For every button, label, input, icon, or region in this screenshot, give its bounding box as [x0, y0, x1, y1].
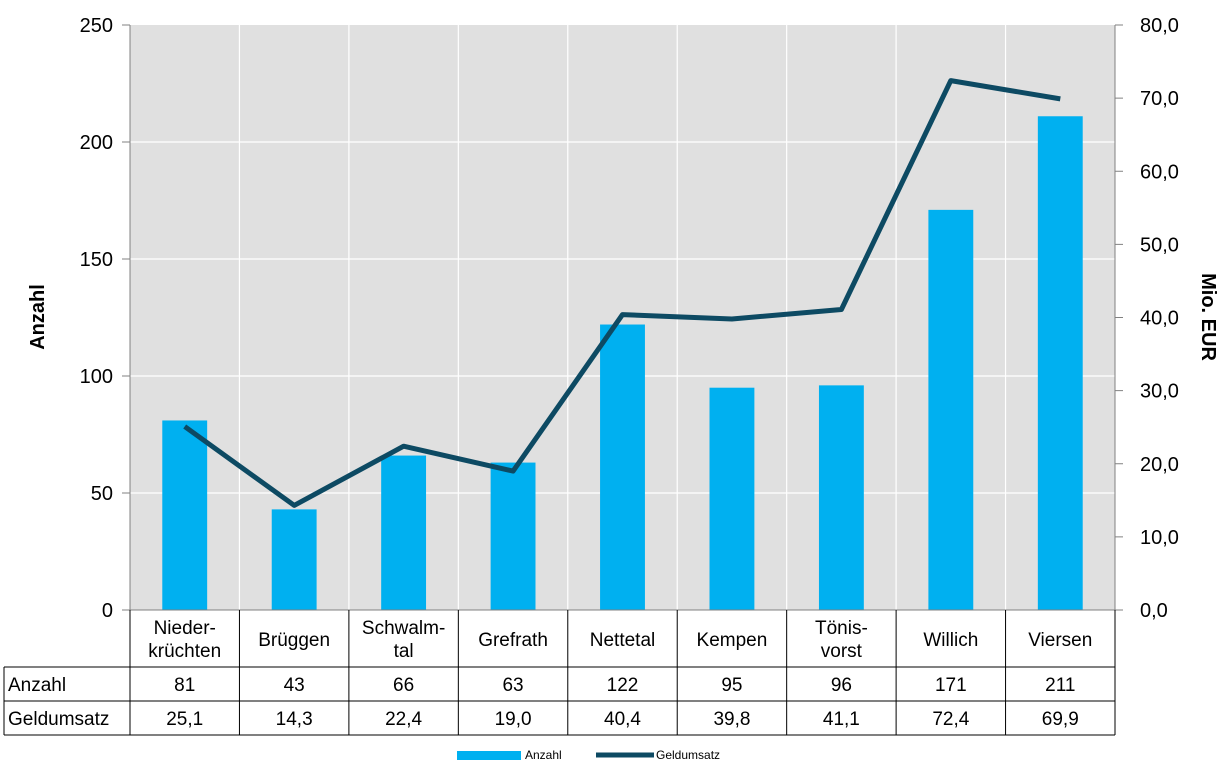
x-tick-label: Nettetal [590, 630, 655, 651]
bar-anzahl [818, 385, 864, 610]
bar-anzahl [928, 209, 974, 611]
table-cell: 96 [831, 675, 852, 696]
table-cell: 69,9 [1042, 709, 1079, 730]
y2-tick-label: 0,0 [1140, 600, 1168, 622]
y2-tick-label: 10,0 [1140, 527, 1179, 549]
y-tick-label: 50 [91, 483, 113, 505]
table-row-label: Geldumsatz [8, 709, 109, 730]
bar-anzahl [1037, 116, 1083, 610]
bar-anzahl [490, 462, 536, 610]
table-cell: 66 [393, 675, 414, 696]
axes [122, 24, 1123, 611]
y2-tick-label: 50,0 [1140, 234, 1179, 256]
bar-anzahl [709, 387, 755, 610]
y-axis-label: Anzahl [27, 284, 49, 350]
y-tick-label: 200 [80, 132, 113, 154]
y-tick-label: 100 [80, 366, 113, 388]
x-tick-label: Kempen [697, 630, 768, 651]
x-tick-label: Brüggen [258, 630, 330, 651]
y2-tick-label: 70,0 [1140, 88, 1179, 110]
y2-tick-label: 60,0 [1140, 161, 1179, 183]
table-cell: 39,8 [713, 709, 750, 730]
y2-tick-label: 40,0 [1140, 308, 1179, 330]
y2-tick-label: 80,0 [1140, 15, 1179, 37]
y-tick-labels: 0 50 100 150 200 250 [80, 15, 113, 622]
data-table: Nieder-krüchten Brüggen Schwalm-tal Grefrat… [3, 610, 1116, 736]
x-tick-label: Schwalm-tal [362, 618, 445, 662]
table-cell: 25,1 [166, 709, 203, 730]
y2-tick-label: 20,0 [1140, 454, 1179, 476]
table-row-label: Anzahl [8, 675, 66, 696]
y-tick-label: 0 [102, 600, 113, 622]
bars [162, 116, 1083, 611]
table-cell: 40,4 [604, 709, 641, 730]
table-cell: 22,4 [385, 709, 422, 730]
legend-label-anzahl: Anzahl [525, 748, 562, 760]
bar-anzahl [162, 420, 208, 610]
x-tick-label: Grefrath [478, 630, 548, 651]
table-cell: 122 [607, 675, 639, 696]
table-cell: 81 [174, 675, 195, 696]
x-tick-label: Nieder-krüchten [148, 618, 221, 662]
x-tick-label: Tönis-vorst [815, 618, 868, 662]
legend: Anzahl Geldumsatz [457, 748, 720, 760]
legend-label-geldumsatz: Geldumsatz [656, 748, 720, 760]
y2-axis-label: Mio. EUR [1197, 273, 1219, 361]
table-cell: 72,4 [932, 709, 969, 730]
table-cell: 19,0 [495, 709, 532, 730]
x-tick-label: Willich [923, 630, 978, 651]
table-cell: 14,3 [276, 709, 313, 730]
bar-anzahl [600, 324, 645, 610]
table-cell: 171 [935, 675, 967, 696]
y2-tick-labels: 0,0 10,0 20,0 30,0 40,0 50,0 60,0 70,0 80,0 [1140, 15, 1179, 622]
bar-anzahl [381, 455, 427, 610]
geldumsatz-line [183, 78, 1061, 508]
bar-anzahl [271, 509, 317, 610]
table-cell: 63 [502, 675, 523, 696]
table-cell: 41,1 [823, 709, 860, 730]
y-tick-label: 150 [80, 249, 113, 271]
table-cell: 95 [721, 675, 742, 696]
table-cell: 43 [284, 675, 305, 696]
y-tick-label: 250 [80, 15, 113, 37]
x-tick-label: Viersen [1028, 630, 1092, 651]
table-cell: 211 [1045, 675, 1075, 696]
legend-swatch-anzahl [457, 751, 521, 760]
y2-tick-label: 30,0 [1140, 381, 1179, 403]
